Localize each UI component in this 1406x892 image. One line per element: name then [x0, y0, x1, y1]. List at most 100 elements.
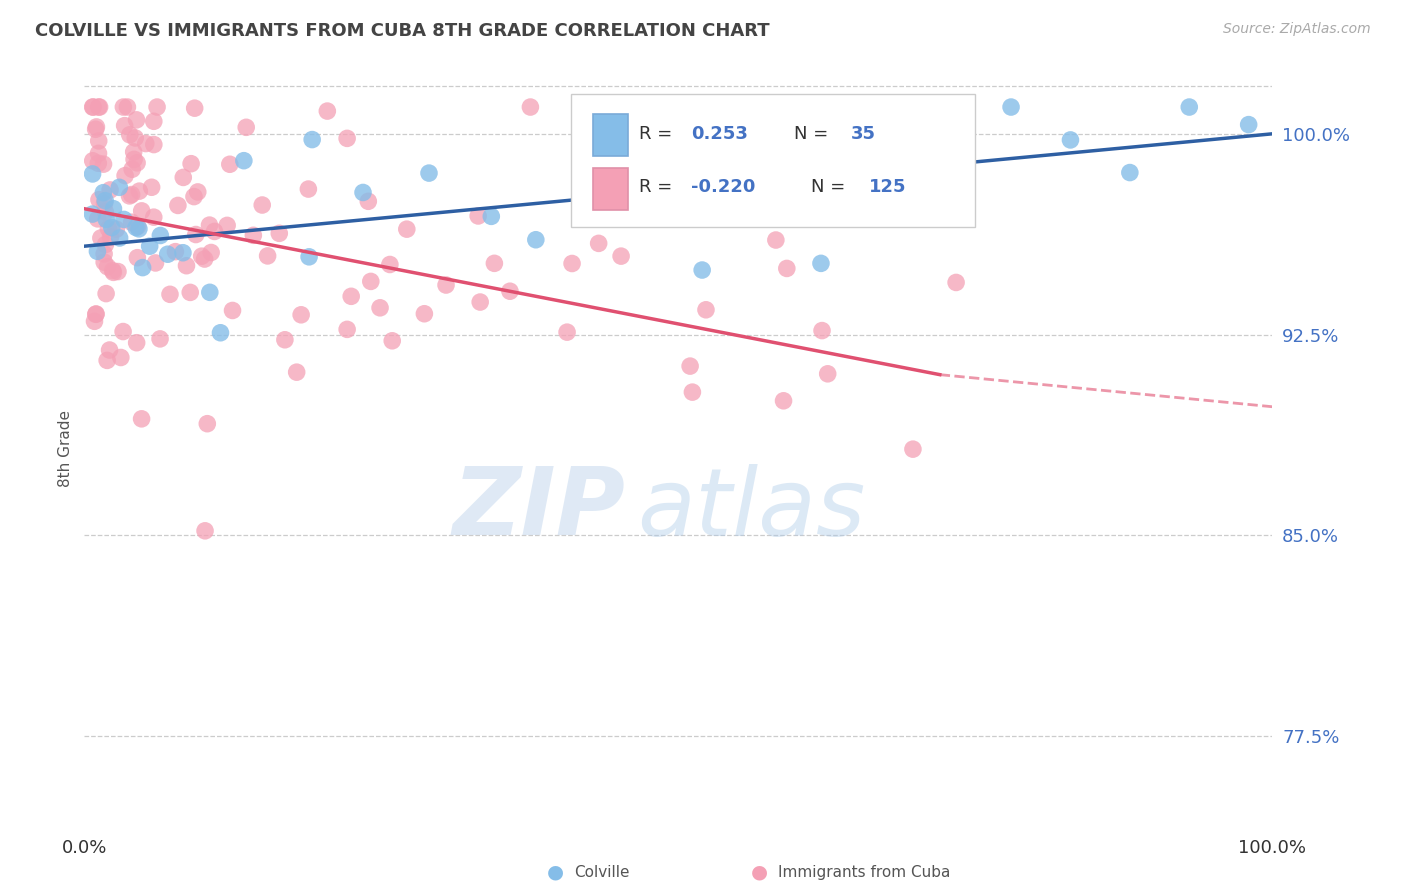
Text: ZIP: ZIP: [453, 463, 624, 555]
Point: [184, 227, 207, 242]
Point: [352, 186, 374, 200]
Point: [179, 285, 201, 300]
Point: [198, 285, 221, 300]
Point: [772, 393, 794, 408]
Point: [90, 231, 112, 245]
Point: [928, 140, 950, 154]
Text: ●: ●: [547, 863, 564, 882]
Point: [290, 308, 312, 322]
Point: [101, 263, 124, 277]
Text: 125: 125: [869, 178, 905, 196]
Point: [112, 325, 135, 339]
Point: [301, 132, 323, 146]
Point: [156, 247, 179, 261]
Point: [204, 224, 226, 238]
Point: [108, 231, 131, 245]
Point: [127, 251, 149, 265]
Point: [127, 156, 149, 170]
Point: [93, 196, 115, 211]
Text: R =: R =: [640, 178, 672, 196]
Text: N =: N =: [811, 178, 845, 196]
Text: N =: N =: [793, 125, 828, 143]
Point: [1178, 100, 1201, 114]
Point: [413, 307, 436, 321]
Point: [128, 184, 150, 198]
Point: [297, 182, 319, 196]
Point: [381, 334, 404, 348]
Point: [91, 186, 114, 200]
Bar: [593, 168, 628, 210]
Point: [776, 261, 799, 276]
Point: [110, 351, 132, 365]
Point: [499, 284, 522, 298]
Point: [127, 219, 149, 234]
Point: [101, 220, 124, 235]
Point: [250, 198, 273, 212]
Point: [138, 239, 160, 253]
Point: [172, 245, 194, 260]
Point: [87, 156, 110, 170]
Point: [357, 194, 380, 209]
Point: [96, 353, 118, 368]
Point: [118, 189, 141, 203]
Point: [135, 136, 157, 151]
Point: [180, 157, 202, 171]
Text: ●: ●: [751, 863, 768, 882]
Point: [103, 202, 125, 216]
Point: [114, 169, 136, 183]
Text: -0.220: -0.220: [692, 178, 756, 196]
FancyBboxPatch shape: [571, 94, 976, 227]
Point: [198, 218, 221, 232]
Point: [145, 256, 167, 270]
Point: [232, 153, 254, 168]
Point: [194, 524, 217, 538]
Point: [187, 185, 209, 199]
Point: [82, 100, 104, 114]
Point: [87, 193, 110, 207]
Point: [84, 122, 107, 136]
Point: [1000, 100, 1022, 114]
Text: Immigrants from Cuba: Immigrants from Cuba: [778, 865, 950, 880]
Point: [690, 263, 713, 277]
Point: [131, 260, 153, 275]
Point: [97, 221, 120, 235]
Point: [195, 417, 218, 431]
Point: [121, 187, 143, 202]
Point: [810, 256, 832, 270]
Point: [131, 203, 153, 218]
Point: [645, 169, 668, 184]
Text: COLVILLE VS IMMIGRANTS FROM CUBA 8TH GRADE CORRELATION CHART: COLVILLE VS IMMIGRANTS FROM CUBA 8TH GRA…: [35, 22, 769, 40]
Point: [96, 212, 118, 227]
Point: [87, 146, 110, 161]
Text: R =: R =: [640, 125, 672, 143]
Point: [114, 119, 136, 133]
Point: [118, 128, 141, 142]
Point: [94, 194, 117, 208]
Point: [89, 100, 111, 114]
Point: [149, 228, 172, 243]
Point: [434, 278, 457, 293]
Point: [83, 314, 105, 328]
Text: Colville: Colville: [574, 865, 628, 880]
Point: [125, 335, 148, 350]
Point: [93, 247, 115, 261]
Point: [817, 367, 839, 381]
Point: [274, 333, 297, 347]
Point: [82, 100, 104, 114]
Point: [555, 325, 578, 339]
Point: [105, 222, 128, 236]
Point: [146, 100, 169, 114]
Point: [235, 120, 257, 135]
Point: [183, 101, 205, 115]
Point: [519, 100, 541, 114]
Point: [190, 249, 212, 263]
Point: [285, 365, 308, 379]
Point: [811, 324, 834, 338]
Point: [588, 236, 610, 251]
Point: [125, 220, 148, 235]
Point: [131, 412, 153, 426]
Text: Source: ZipAtlas.com: Source: ZipAtlas.com: [1223, 22, 1371, 37]
Point: [82, 207, 104, 221]
Point: [93, 255, 115, 269]
Point: [96, 260, 118, 274]
